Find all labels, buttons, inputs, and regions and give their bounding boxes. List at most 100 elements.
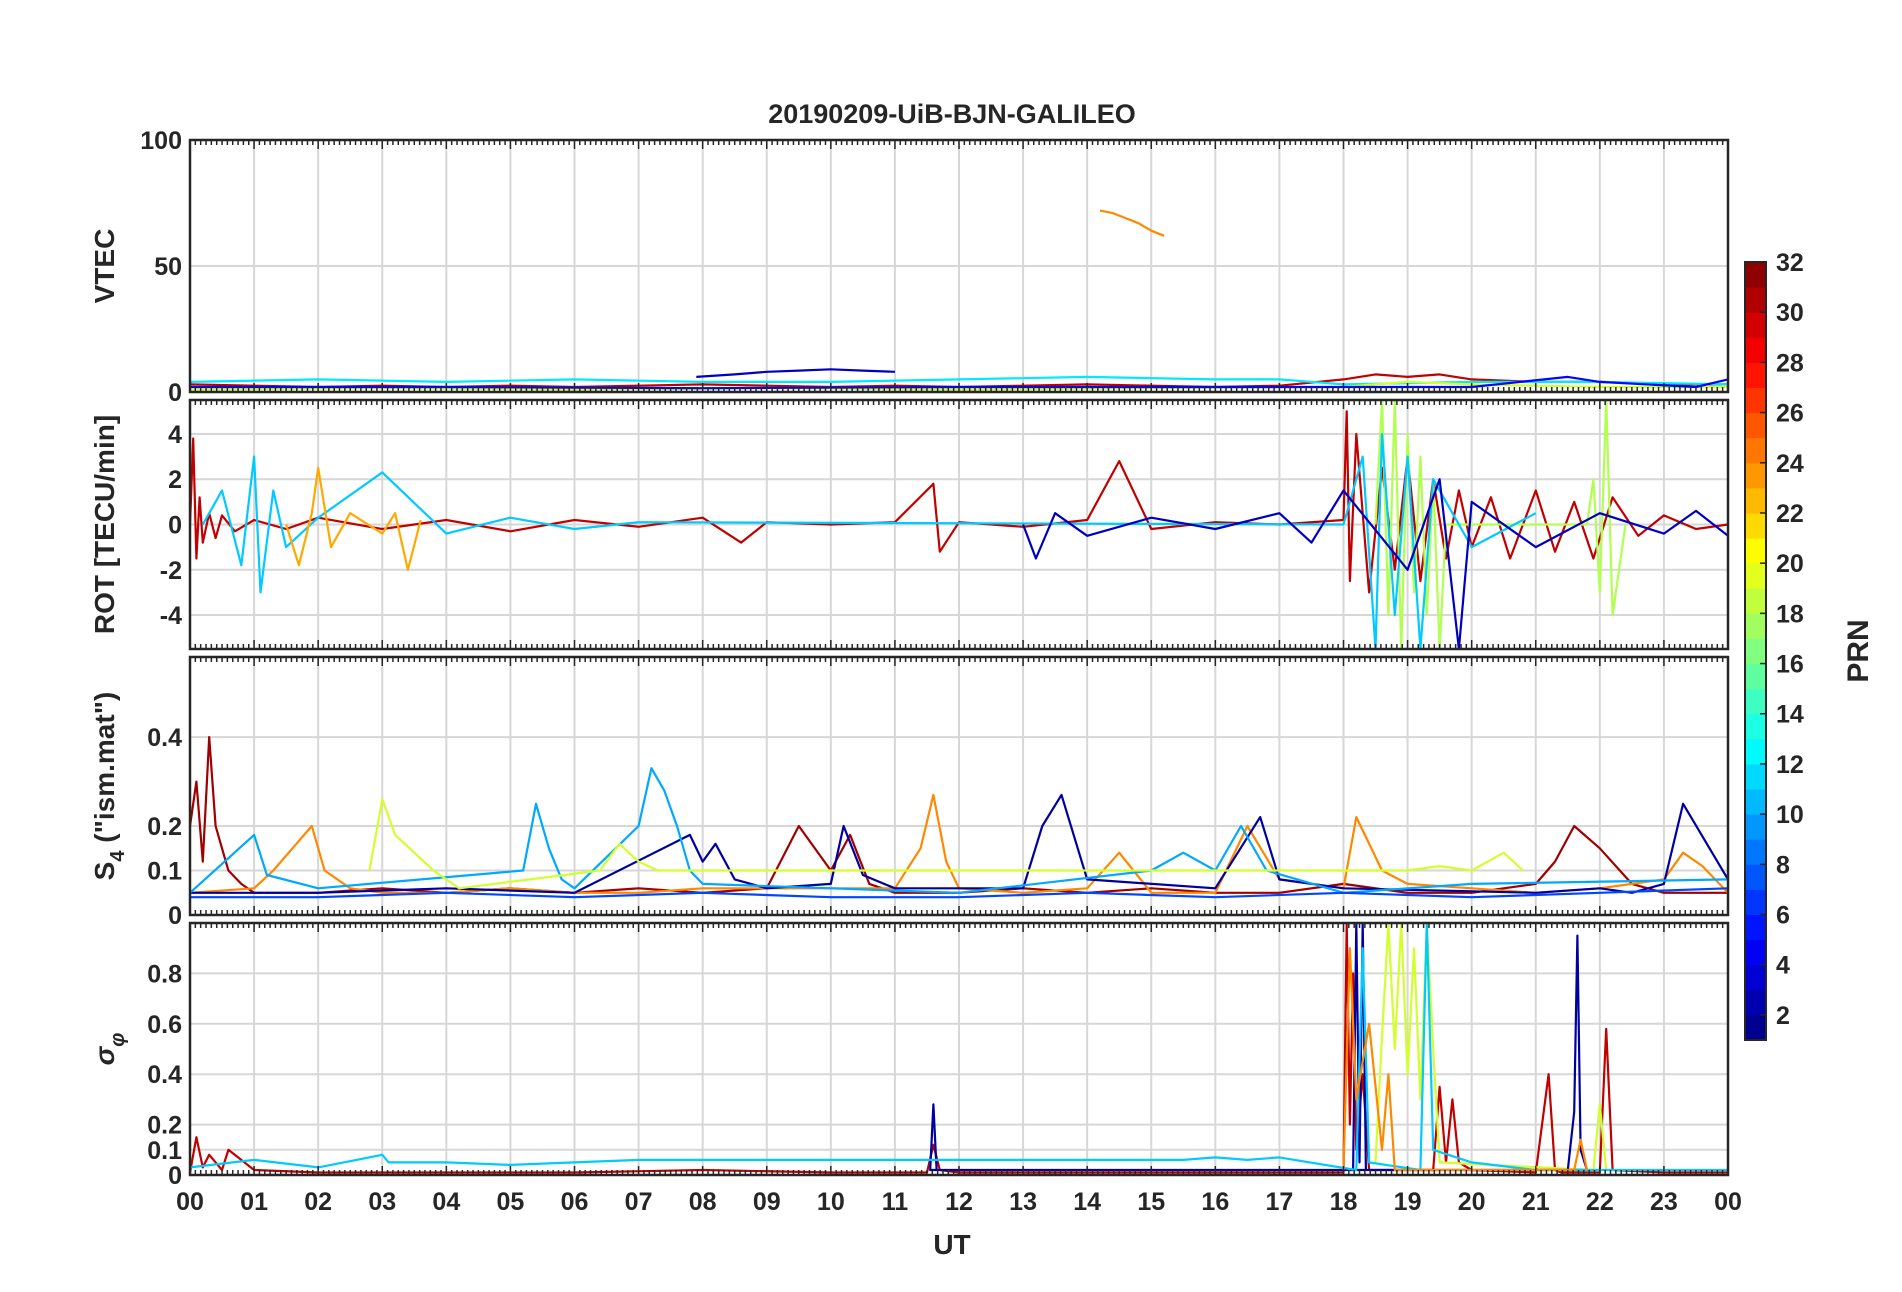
- x-tick-label: 14: [1073, 1188, 1101, 1216]
- colorbar-tick-label: 4: [1776, 952, 1790, 980]
- minor-ticks: [189, 140, 1729, 392]
- series-line-prn-2: [190, 793, 1728, 894]
- x-tick-label: 22: [1586, 1188, 1614, 1216]
- x-tick-label: 06: [561, 1188, 589, 1216]
- colorbar-label: PRN: [1842, 619, 1875, 682]
- colorbar-segment: [1745, 462, 1766, 489]
- y-tick-label: 100: [140, 127, 182, 155]
- colorbar-tick-label: 14: [1776, 701, 1804, 729]
- colorbar-frame: [1744, 261, 1767, 1041]
- minor-ticks: [189, 400, 1729, 649]
- colorbar-tick-label: 24: [1776, 450, 1804, 478]
- y-tick-label: 0.8: [147, 960, 182, 988]
- y-tick-label: 0.2: [147, 813, 182, 841]
- series-line-prn-3: [696, 368, 895, 378]
- x-tick-label: 12: [945, 1188, 973, 1216]
- grid: [189, 923, 1729, 1176]
- colorbar-tick-label: 26: [1776, 400, 1804, 428]
- colorbar-segment: [1745, 412, 1766, 439]
- colorbar-tick-label: 12: [1776, 751, 1804, 779]
- series-line-prn-3: [1022, 478, 1728, 649]
- colorbar-segment: [1745, 789, 1766, 815]
- grid: [189, 657, 1729, 916]
- colorbar-tick-label: 6: [1776, 902, 1790, 930]
- colorbar-segment: [1745, 437, 1766, 464]
- x-tick-label: 03: [368, 1188, 396, 1216]
- x-tick-label: 17: [1266, 1188, 1294, 1216]
- series-line-prn-31: [190, 735, 1728, 894]
- panel-4: 00.10.2 0.4 0.6 0.8 σφ: [89, 921, 1730, 1190]
- y-tick-label: -4: [160, 602, 182, 630]
- minor-ticks: [189, 657, 1729, 915]
- minor-ticks: [189, 923, 1729, 1175]
- y-tick-label: 0.1: [147, 858, 182, 886]
- y-axis-label: VTEC: [89, 229, 120, 304]
- colorbar-segment: [1745, 713, 1766, 740]
- panel-1: 0 50 100 VTEC: [89, 127, 1730, 407]
- colorbar-tick-label: 28: [1776, 349, 1804, 377]
- x-tick-label: 19: [1394, 1188, 1422, 1216]
- colorbar-segment: [1745, 939, 1766, 966]
- colorbar-segment: [1745, 889, 1766, 916]
- colorbar-tick-label: 20: [1776, 550, 1804, 578]
- colorbar-tick-label: 8: [1776, 851, 1790, 879]
- x-tick-label: 15: [1137, 1188, 1165, 1216]
- colorbar-segment: [1745, 262, 1766, 288]
- y-tick-label: 0: [168, 512, 182, 540]
- x-tick-label: 21: [1522, 1188, 1550, 1216]
- panel-2: -4 -2 0 2 4 ROT [TECU/min]: [89, 398, 1730, 651]
- y-tick-label: 0: [168, 1162, 182, 1190]
- colorbar-segment: [1745, 387, 1766, 414]
- colorbar-tick-label: 22: [1776, 500, 1804, 528]
- x-tick-label: 13: [1009, 1188, 1037, 1216]
- colorbar-segment: [1745, 663, 1766, 690]
- series-line-prn-23: [285, 466, 422, 571]
- y-axis-label: ROT [TECU/min]: [89, 415, 120, 634]
- y-tick-label: 0.4: [147, 1061, 182, 1089]
- series-line-prn-2: [929, 923, 1589, 1172]
- x-tick-label: 07: [625, 1188, 653, 1216]
- x-tick-label: 02: [304, 1188, 332, 1216]
- colorbar-segment: [1745, 763, 1766, 790]
- colorbar-segment: [1745, 638, 1766, 665]
- y-tick-label: -2: [160, 557, 182, 585]
- colorbar-segment: [1745, 738, 1766, 765]
- colorbar-segment: [1745, 287, 1766, 313]
- y-tick-label: 50: [154, 253, 182, 281]
- y-tick-label: 0.6: [147, 1011, 182, 1039]
- colorbar-segment: [1745, 814, 1766, 840]
- chart-title: 20190209-UiB-BJN-GALILEO: [768, 99, 1136, 129]
- colorbar-segment: [1745, 839, 1766, 865]
- x-tick-label: 18: [1330, 1188, 1358, 1216]
- colorbar-segment: [1745, 538, 1766, 564]
- series-line-prn-11: [190, 923, 1728, 1172]
- series-line-prn-11: [201, 432, 1537, 649]
- series-line-prn-24: [1099, 209, 1165, 237]
- y-axis-label: S4 ("ism.mat"): [89, 692, 129, 881]
- colorbar-tick-label: 2: [1776, 1002, 1790, 1030]
- y-tick-label: 0.1: [147, 1137, 182, 1165]
- colorbar-segment: [1745, 588, 1766, 614]
- x-tick-label: 01: [240, 1188, 268, 1216]
- series-group: [190, 735, 1728, 899]
- series-line-prn-12: [190, 375, 1728, 386]
- x-tick-label: 04: [432, 1188, 460, 1216]
- colorbar-segment: [1745, 563, 1766, 589]
- series-line-prn-19: [368, 798, 1524, 890]
- colorbar-segment: [1745, 864, 1766, 890]
- y-tick-label: 0: [168, 902, 182, 930]
- grid: [189, 139, 1729, 393]
- series-line-prn-7: [190, 887, 1728, 899]
- x-tick-label: 09: [753, 1188, 781, 1216]
- colorbar-segment: [1745, 914, 1766, 941]
- colorbar-segment: [1745, 964, 1766, 991]
- series-group: [190, 400, 1728, 649]
- colorbar-tick-label: 10: [1776, 801, 1804, 829]
- x-tick-label: 08: [689, 1188, 717, 1216]
- colorbar-tick-label: 30: [1776, 299, 1804, 327]
- colorbar-segment: [1745, 312, 1766, 338]
- colorbar-segment: [1745, 512, 1766, 539]
- colorbar-tick-label: 16: [1776, 651, 1804, 679]
